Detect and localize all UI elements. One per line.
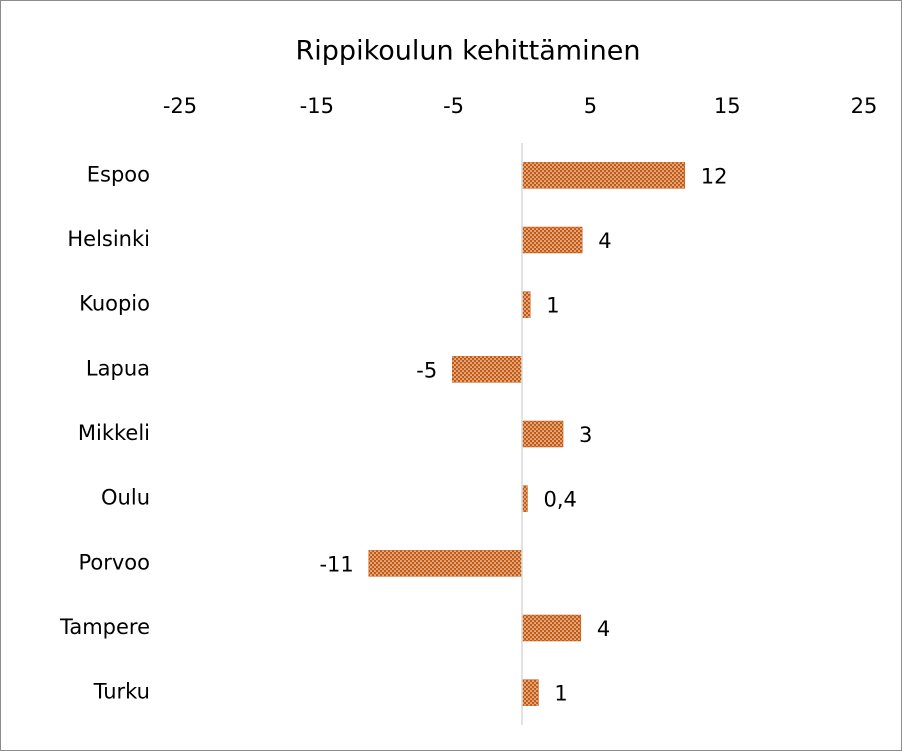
y-tick-label: Turku [93, 680, 150, 704]
value-label: -11 [319, 552, 353, 576]
y-tick-label: Oulu [101, 486, 150, 510]
value-label: 4 [597, 617, 610, 641]
x-tick-label: -15 [300, 94, 334, 118]
bar [368, 550, 523, 577]
bar [521, 679, 539, 706]
bar [521, 162, 686, 189]
x-tick-label: 25 [851, 94, 878, 118]
bar [451, 356, 523, 383]
y-tick-label: Mikkeli [78, 421, 150, 445]
y-tick-label: Lapua [86, 356, 150, 380]
value-label: 1 [554, 682, 567, 706]
x-tick-label: 5 [584, 94, 597, 118]
value-label: 4 [598, 229, 611, 253]
y-tick-label: Helsinki [67, 227, 150, 251]
value-label: 1 [546, 294, 559, 318]
bar [521, 614, 582, 642]
x-tick-label: -25 [163, 94, 197, 118]
x-tick-label: 15 [714, 94, 741, 118]
value-label: 12 [701, 164, 728, 188]
y-tick-label: Porvoo [78, 550, 150, 574]
bar [521, 485, 528, 512]
y-tick-label: Espoo [87, 162, 150, 186]
y-tick-label: Kuopio [79, 292, 150, 316]
value-label: 3 [579, 423, 592, 447]
chart-title: Rippikoulun kehittäminen [296, 36, 641, 67]
value-label: 0,4 [543, 488, 576, 512]
bar [521, 226, 583, 254]
bar [521, 420, 564, 448]
value-label: -5 [416, 358, 437, 382]
y-tick-label: Tampere [59, 615, 150, 639]
bar [521, 291, 531, 318]
x-tick-label: -5 [443, 94, 464, 118]
